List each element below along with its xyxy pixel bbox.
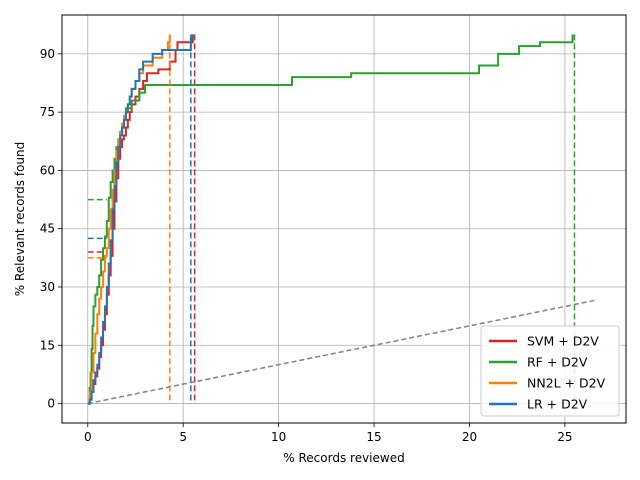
y-tick-label: 45 xyxy=(40,222,55,236)
legend-box xyxy=(480,325,620,417)
legend-label-rf-d2v: RF + D2V xyxy=(527,355,588,370)
x-tick-label: 0 xyxy=(84,430,92,444)
y-tick-label: 75 xyxy=(40,105,55,119)
y-tick-label: 30 xyxy=(40,280,55,294)
series-line-nn2l-d2v xyxy=(87,34,171,405)
x-axis-ticks: 0 5 10 15 20 25 xyxy=(84,423,573,444)
x-tick-label: 20 xyxy=(462,430,477,444)
x-tick-label: 10 xyxy=(271,430,286,444)
legend-label-svm-d2v: SVM + D2V xyxy=(527,334,599,349)
x-tick-label: 25 xyxy=(557,430,572,444)
x-axis-label: % Records reviewed xyxy=(283,451,404,465)
legend-label-nn2l-d2v: NN2L + D2V xyxy=(527,376,606,391)
y-tick-label: 15 xyxy=(40,338,55,352)
legend-label-lr-d2v: LR + D2V xyxy=(527,397,588,412)
series-line-svm-d2v xyxy=(87,34,194,405)
grid-lines xyxy=(62,15,626,423)
legend: SVM + D2V RF + D2V NN2L + D2V LR + D2V xyxy=(480,325,620,417)
random-baseline-line xyxy=(87,299,598,405)
series-line-rf-d2v xyxy=(87,34,574,405)
y-tick-label: 0 xyxy=(47,397,55,411)
axes-frame xyxy=(61,14,627,424)
y-axis-label: % Relevant records found xyxy=(13,142,27,297)
x-tick-label: 15 xyxy=(366,430,381,444)
x-tick-label: 5 xyxy=(179,430,187,444)
y-axis-ticks: 0 15 30 45 60 75 90 xyxy=(40,47,62,411)
y-tick-label: 60 xyxy=(40,163,55,177)
y-tick-label: 90 xyxy=(40,47,55,61)
series-line-lr-d2v xyxy=(87,34,194,405)
